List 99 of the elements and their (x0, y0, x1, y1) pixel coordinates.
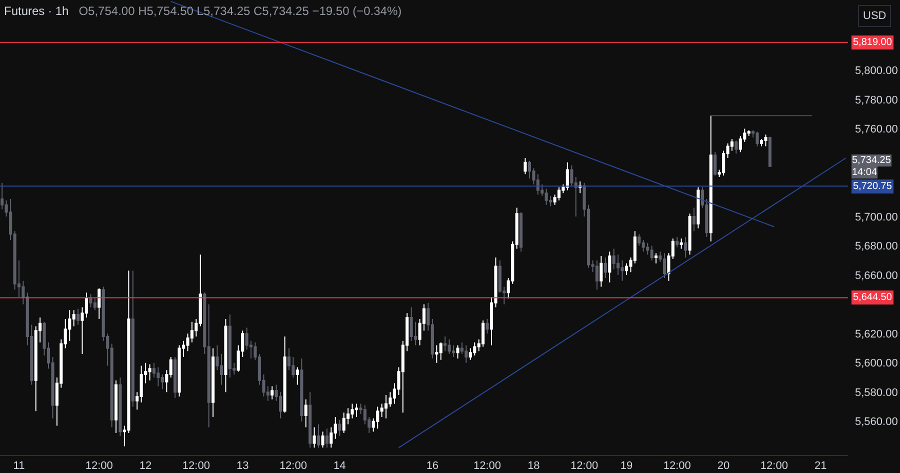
x-tick-label: 19 (620, 460, 633, 472)
candlestick (524, 158, 527, 175)
candlestick (676, 236, 679, 248)
candlestick (439, 342, 442, 360)
x-tick-label: 11 (13, 460, 25, 472)
candlestick (595, 260, 599, 290)
y-tick-label: 5,560.00 (855, 416, 898, 428)
candlestick (224, 318, 228, 393)
y-tick-label: 5,600.00 (855, 358, 898, 370)
candlestick (410, 306, 413, 342)
x-tick-label: 12:00 (182, 460, 210, 472)
x-tick-label: 12:00 (663, 460, 691, 472)
candlestick (566, 162, 569, 191)
candlestick (578, 180, 582, 194)
candlestick (76, 308, 80, 326)
text: USD (863, 10, 886, 22)
text: 14:04 (852, 167, 878, 178)
candlestick (325, 428, 328, 448)
x-tick-label: 20 (717, 460, 730, 472)
x-tick-label: 12:00 (760, 460, 788, 472)
candlestick (608, 251, 612, 283)
candlestick (604, 256, 607, 278)
candlestick (764, 134, 768, 147)
candlestick (684, 236, 688, 258)
candlestick (662, 252, 666, 278)
candlestick (93, 298, 96, 311)
candlestick (473, 342, 476, 356)
x-tick-label: 12:00 (570, 460, 598, 472)
y-tick-label: 5,700.00 (855, 211, 898, 224)
y-tick-label: 5,760.00 (855, 124, 898, 136)
candlestick (354, 403, 358, 418)
candlestick (178, 344, 181, 397)
chart-title: Futures · 1h (4, 4, 69, 18)
candlestick (600, 256, 603, 288)
x-tick-label: 12 (139, 460, 152, 472)
candlestick (384, 394, 388, 419)
candlestick (308, 392, 312, 448)
candlestick (557, 186, 561, 201)
y-tick-label: 5,680.00 (855, 240, 898, 253)
candlestick (148, 364, 152, 381)
ref-line-label: 5,644.50 (853, 292, 892, 303)
candlestick (448, 338, 451, 355)
chart-subtitle: O5,754.00 H5,754.50 L5,734.25 C5,734.25 −19.50 (−0.34%) (78, 4, 402, 18)
x-tick-label: 14 (333, 460, 346, 472)
y-tick-label: 5,780.00 (855, 94, 898, 106)
candlestick (486, 318, 489, 334)
candlestick (520, 212, 523, 252)
candlestick (316, 424, 320, 448)
y-tick-label: 5,580.00 (855, 386, 898, 399)
candlestick (300, 358, 304, 422)
candlestick (650, 245, 654, 261)
y-tick-label: 5,660.00 (855, 270, 898, 282)
candlestick (228, 314, 232, 378)
candlestick (89, 294, 92, 308)
ref-line-label: 5,819.00 (853, 37, 892, 48)
candlestick (283, 336, 286, 414)
x-tick-label: 12:00 (85, 460, 113, 472)
candlestick (696, 186, 700, 229)
x-tick-label: 13 (236, 460, 249, 472)
ref-line-label: 5,720.75 (853, 181, 892, 192)
candlestick (304, 398, 308, 428)
candlestick (680, 238, 683, 250)
candlestick (709, 115, 712, 242)
candlestick (118, 376, 122, 436)
x-tick-label: 12:00 (474, 460, 502, 472)
x-tick-label: 16 (426, 460, 439, 472)
candlestick (114, 380, 118, 434)
candlestick (464, 344, 468, 364)
candlestick (688, 213, 692, 256)
candlestick (444, 336, 447, 352)
candlestick (296, 366, 299, 386)
x-tick-label: 21 (814, 460, 827, 472)
candlestick (692, 207, 696, 232)
candlestick (131, 270, 134, 408)
candlestick (321, 431, 324, 448)
y-tick-label: 5,620.00 (855, 328, 898, 340)
candlestick (756, 131, 759, 147)
candlestick (174, 356, 177, 398)
candlestick (212, 348, 215, 418)
candlestick (338, 419, 342, 436)
candlestick (156, 366, 160, 387)
candlestick (482, 320, 485, 348)
candlestick (98, 288, 101, 320)
candlestick (342, 412, 346, 434)
text: 5,734.25 (852, 155, 892, 166)
candlestick (734, 140, 738, 154)
x-tick-label: 12:00 (279, 460, 307, 472)
candlestick (760, 138, 764, 147)
candlestick (654, 252, 658, 264)
candlestick (768, 136, 772, 167)
candlestick (714, 152, 717, 176)
candlestick (312, 426, 316, 448)
x-tick-label: 18 (528, 460, 540, 472)
candlestick (376, 406, 380, 430)
y-tick-label: 5,800.00 (855, 65, 898, 78)
candlestick (270, 386, 274, 400)
candlestick (435, 344, 438, 364)
candlestick (456, 344, 460, 359)
candlestick (544, 188, 548, 206)
